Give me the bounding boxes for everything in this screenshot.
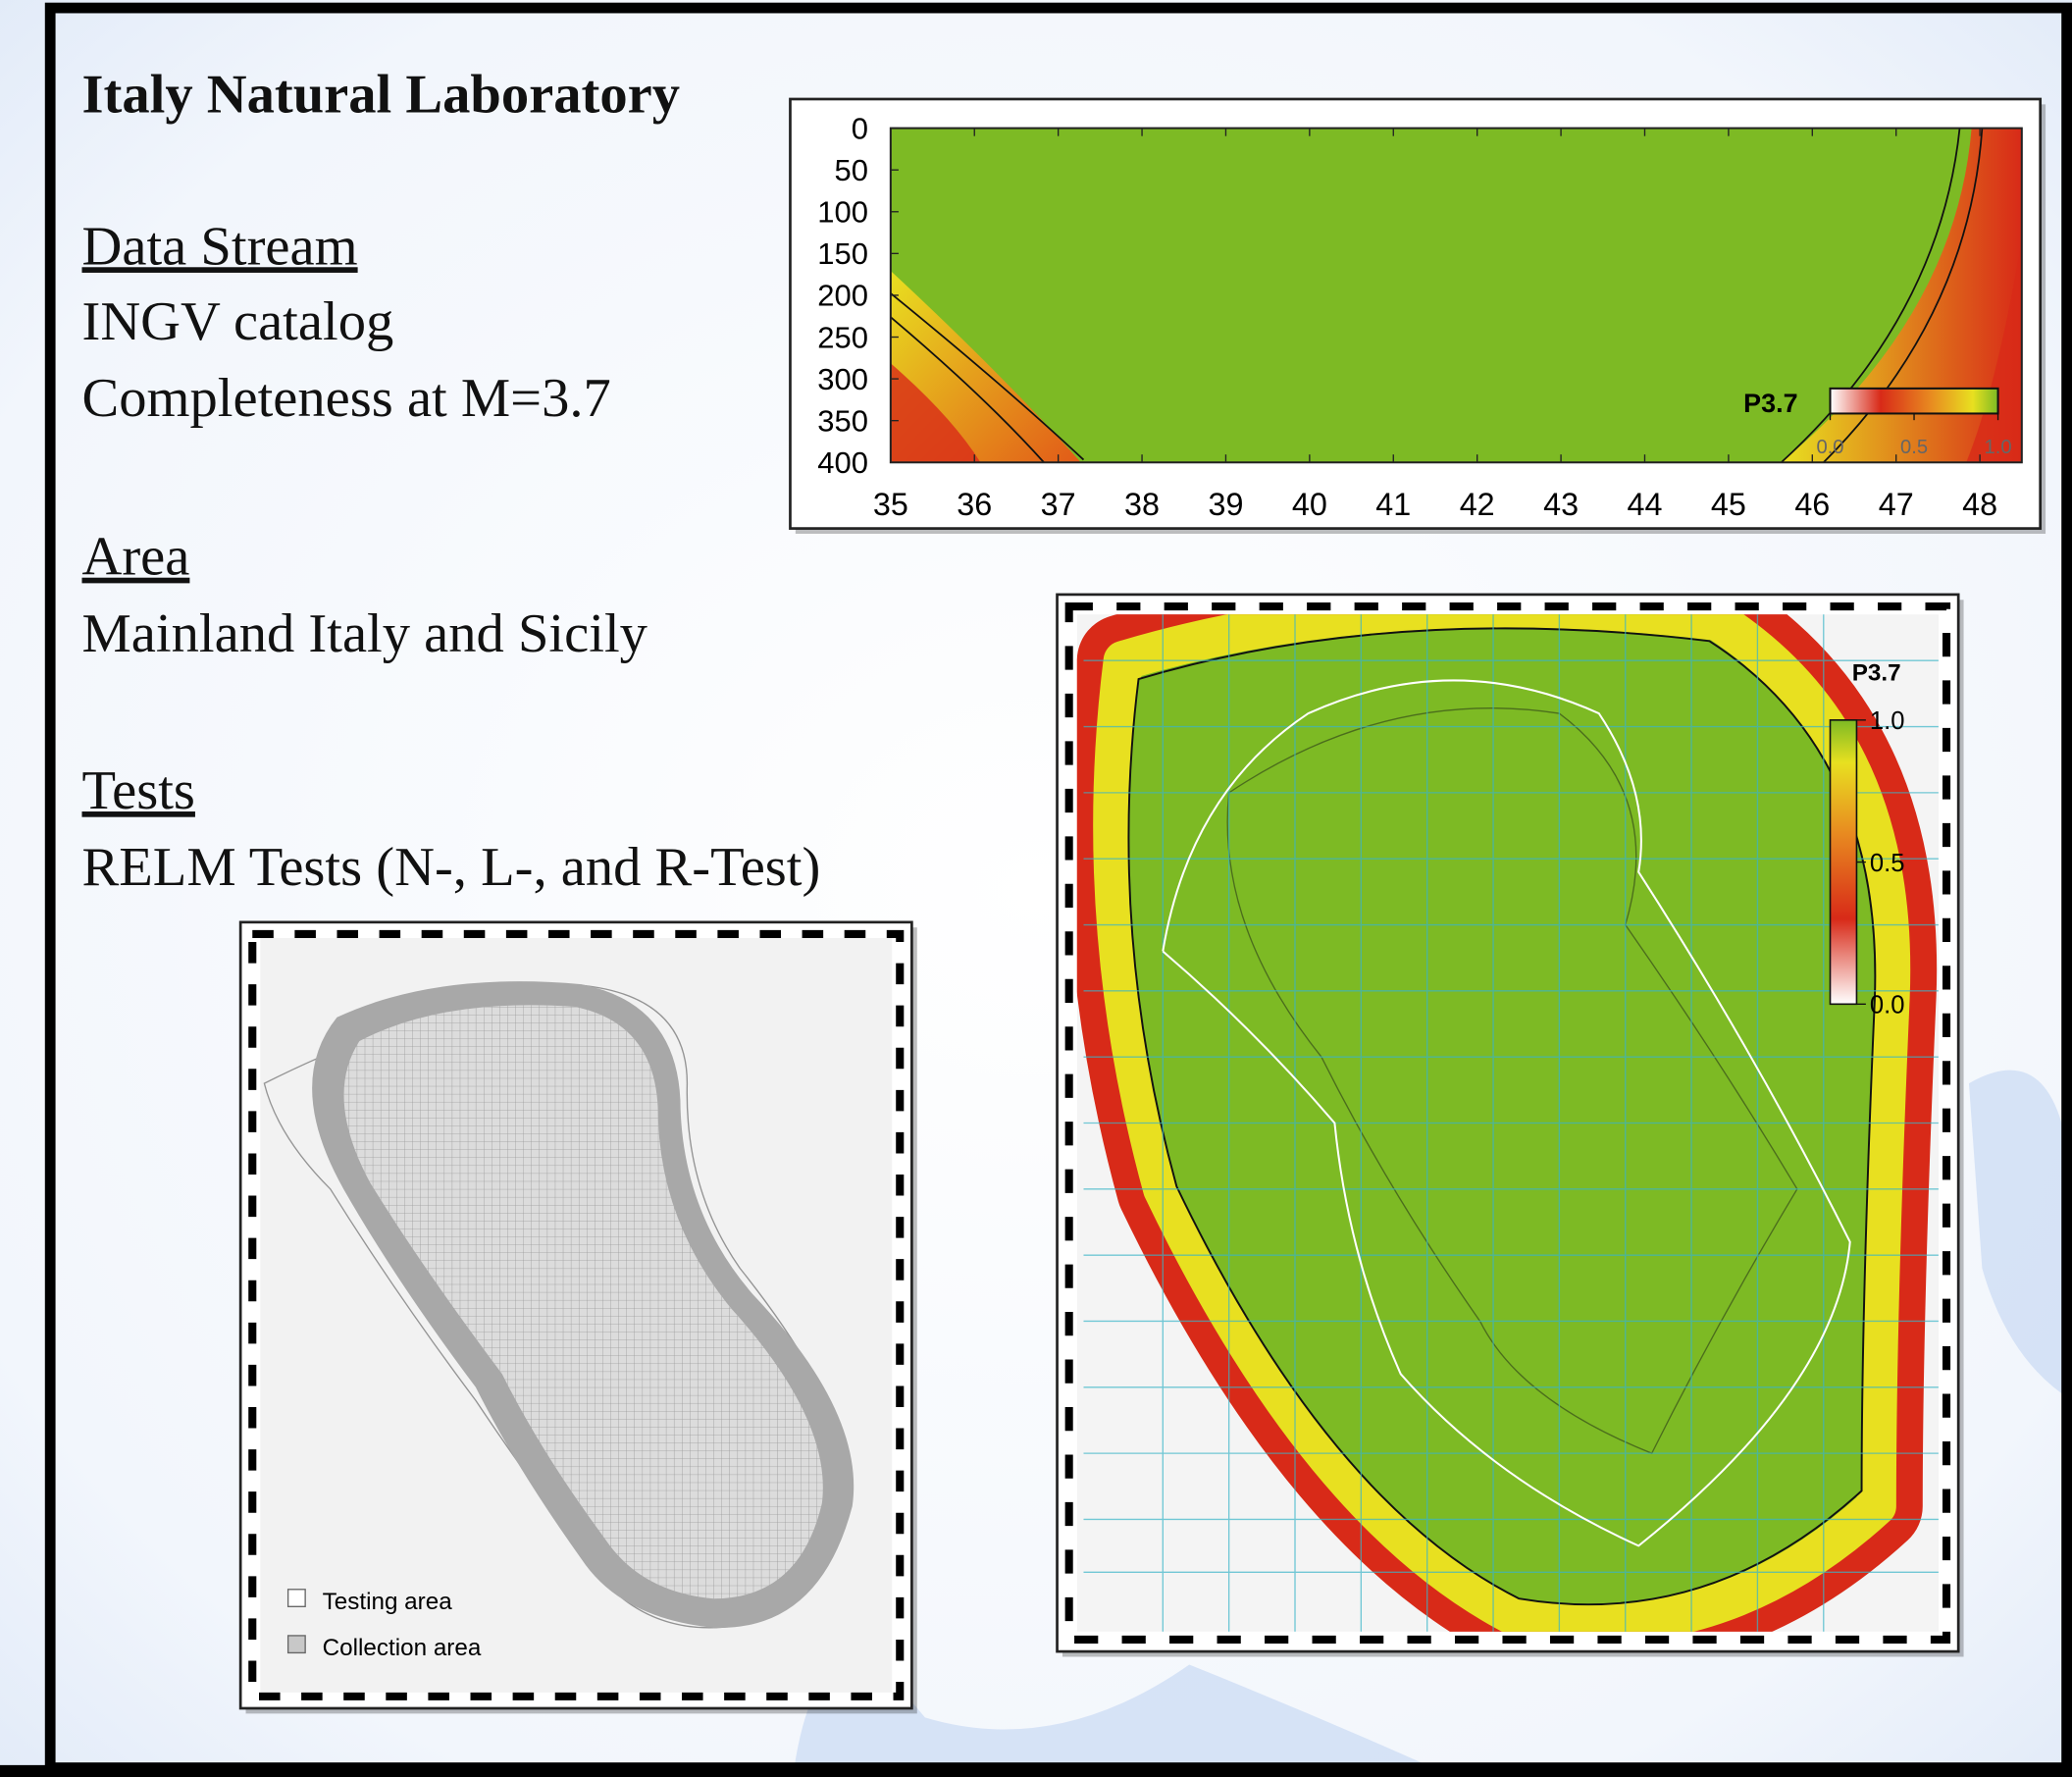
legend-swatch: [288, 1590, 306, 1607]
x-tick-label: 46: [1794, 487, 1830, 522]
y-tick-label: 100: [817, 195, 868, 230]
x-tick-label: 37: [1041, 487, 1076, 522]
y-tick-label: 200: [817, 279, 868, 313]
x-tick-label: 44: [1628, 487, 1663, 522]
x-tick-label: 36: [957, 487, 992, 522]
x-tick-label: 48: [1962, 487, 1997, 522]
area-map: Testing area Collection area: [240, 922, 917, 1714]
x-tick-label: 42: [1460, 487, 1495, 522]
section-line: Mainland Italy and Sicily: [82, 603, 648, 664]
colorbar-tick-label: 0.0: [1870, 992, 1905, 1019]
depth-chart: P3.7 35 36 37 38 39 40 41 42 43 44 45 46 47 48 0 50 100 1…: [790, 99, 2046, 534]
probability-map: P3.7: [1058, 595, 1964, 1657]
y-tick-label: 300: [817, 362, 868, 396]
x-tick-label: 45: [1711, 487, 1746, 522]
colorbar: [1831, 389, 1998, 414]
bottom-bar: [0, 1765, 2072, 1777]
map-area: [1077, 607, 1939, 1632]
y-tick-label: 150: [817, 236, 868, 271]
page: {"slide":{"title":"Italy Natural Laborat…: [0, 0, 2072, 1777]
x-tick-label: 47: [1879, 487, 1914, 522]
colorbar-label: P3.7: [1852, 659, 1901, 686]
slide-title: Italy Natural Laboratory: [82, 64, 681, 125]
y-tick-label: 0: [852, 111, 868, 145]
legend-label: Testing area: [323, 1589, 453, 1615]
legend-label: Collection area: [323, 1635, 482, 1661]
colorbar-tick-label: 0.0: [1816, 437, 1843, 458]
y-tick-label: 50: [834, 153, 867, 187]
x-tick-label: 41: [1375, 487, 1411, 522]
x-tick-label: 38: [1124, 487, 1160, 522]
colorbar-label: P3.7: [1743, 389, 1797, 418]
colorbar-tick-label: 1.0: [1870, 707, 1905, 735]
legend-swatch: [288, 1636, 306, 1653]
section-heading: Data Stream: [82, 216, 358, 277]
colorbar-tick-label: 0.5: [1900, 437, 1928, 458]
section-heading: Tests: [82, 760, 195, 821]
y-tick-label: 400: [817, 445, 868, 480]
x-tick-label: 43: [1543, 487, 1579, 522]
y-tick-label: 250: [817, 320, 868, 354]
section-line: INGV catalog: [82, 291, 394, 352]
section-heading: Area: [82, 527, 190, 588]
x-tick-label: 39: [1208, 487, 1243, 522]
section-line: RELM Tests (N-, L-, and R-Test): [82, 837, 821, 898]
y-tick-label: 350: [817, 403, 868, 438]
colorbar: [1831, 720, 1857, 1004]
slide: Italy Natural Laboratory Data Stream ING…: [0, 0, 2072, 1777]
colorbar-tick-label: 0.5: [1870, 850, 1905, 877]
x-tick-label: 40: [1292, 487, 1327, 522]
section-line: Completeness at M=3.7: [82, 368, 611, 429]
x-tick-label: 35: [873, 487, 908, 522]
colorbar-tick-label: 1.0: [1985, 437, 2012, 458]
